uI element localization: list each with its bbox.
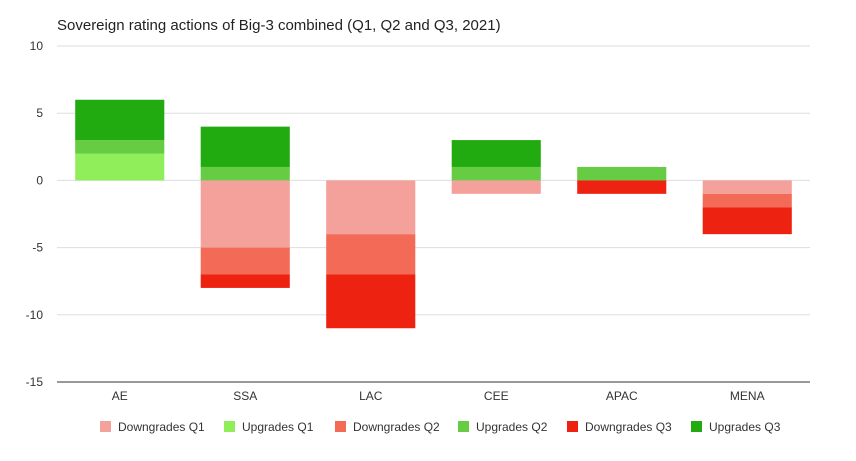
gridlines	[57, 45, 810, 316]
legend-swatch	[458, 421, 469, 432]
legend: Downgrades Q1 Upgrades Q1 Downgrades Q2 Upg…	[100, 420, 781, 434]
legend-label: Upgrades Q1	[242, 420, 314, 434]
legend-swatch	[691, 421, 702, 432]
bar-segment	[702, 207, 792, 235]
legend-label: Downgrades Q3	[585, 420, 672, 434]
bar-segment	[451, 180, 541, 194]
x-category-label: LAC	[359, 389, 383, 403]
legend-item: Upgrades Q2	[458, 420, 548, 434]
legend-label: Upgrades Q3	[709, 420, 781, 434]
x-category-label: MENA	[730, 389, 765, 403]
bar-segment	[577, 180, 667, 194]
legend-label: Downgrades Q1	[118, 420, 205, 434]
bar-segment	[326, 234, 416, 275]
x-category-label: APAC	[606, 389, 638, 403]
legend-item: Downgrades Q3	[567, 420, 672, 434]
bar-segment	[75, 140, 165, 154]
y-tick-label: -5	[32, 241, 43, 255]
legend-label: Downgrades Q2	[353, 420, 440, 434]
y-tick-label: 5	[36, 106, 43, 120]
legend-swatch	[335, 421, 346, 432]
chart-title: Sovereign rating actions of Big-3 combin…	[57, 17, 501, 34]
bar-segment	[200, 247, 290, 275]
bar-segment	[200, 180, 290, 248]
bars	[75, 99, 792, 329]
legend-swatch	[224, 421, 235, 432]
x-axis-category-labels: AE SSA LAC CEE APAC MENA	[112, 389, 765, 403]
legend-item: Upgrades Q1	[224, 420, 314, 434]
bar-segment	[577, 166, 667, 181]
bar-segment	[702, 193, 792, 208]
bar-segment	[451, 140, 541, 167]
legend-item: Downgrades Q2	[335, 420, 440, 434]
bar-segment	[451, 166, 541, 181]
legend-swatch	[100, 421, 111, 432]
x-category-label: AE	[112, 389, 128, 403]
y-tick-label: -10	[26, 308, 44, 322]
x-category-label: SSA	[233, 389, 257, 403]
legend-item: Downgrades Q1	[100, 420, 205, 434]
legend-item: Upgrades Q3	[691, 420, 781, 434]
x-category-label: CEE	[484, 389, 509, 403]
bar-segment	[200, 166, 290, 181]
bar-segment	[702, 180, 792, 194]
bar-segment	[200, 274, 290, 288]
bar-segment	[75, 153, 165, 181]
bar-segment	[75, 99, 165, 141]
bar-segment	[326, 274, 416, 329]
bar-segment	[200, 126, 290, 167]
legend-swatch	[567, 421, 578, 432]
y-axis-ticks: 10 5 0 -5 -10 -15	[26, 39, 44, 389]
y-tick-label: 0	[36, 173, 43, 187]
bar-segment	[326, 180, 416, 235]
legend-label: Upgrades Q2	[476, 420, 548, 434]
y-tick-label: 10	[30, 39, 44, 53]
y-tick-label: -15	[26, 375, 44, 389]
